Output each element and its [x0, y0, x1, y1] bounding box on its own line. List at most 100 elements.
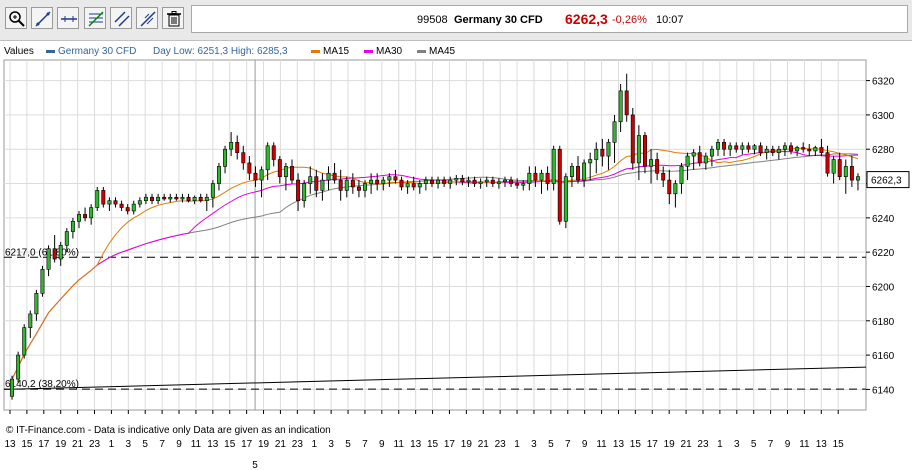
- candle-up: [843, 166, 848, 177]
- legend-ma45: MA45: [417, 46, 455, 57]
- x-tick-label: 3: [328, 439, 334, 450]
- candle-up: [740, 145, 745, 150]
- candle-up: [417, 183, 422, 188]
- candle-down: [515, 183, 520, 186]
- candle-up: [344, 179, 349, 191]
- candle-up: [527, 172, 532, 184]
- candle-down: [253, 172, 258, 181]
- candle-down: [52, 248, 57, 260]
- candle-down: [746, 145, 751, 150]
- candle-down: [399, 179, 404, 188]
- candle-up: [673, 183, 678, 195]
- instrument-code: 99508: [417, 14, 448, 26]
- candle-up: [813, 147, 818, 152]
- x-tick-label: 7: [159, 439, 165, 450]
- trend-channel-icon[interactable]: [110, 7, 132, 29]
- toolbar: 99508 Germany 30 CFD 6262,3 -0,26% 10:07: [0, 0, 912, 41]
- x-tick-label: 1: [311, 439, 317, 450]
- candle-up: [46, 248, 51, 270]
- candle-up: [137, 200, 142, 205]
- legend-day-range: Day Low: 6251,3 High: 6285,3: [153, 46, 288, 57]
- x-tick-label: 15: [21, 439, 33, 450]
- fibonacci-icon[interactable]: [84, 7, 106, 29]
- candle-down: [247, 162, 252, 174]
- x-tick-label: 9: [582, 439, 588, 450]
- candle-down: [490, 179, 495, 184]
- x-tick-label: 15: [630, 439, 642, 450]
- x-tick-label: 13: [4, 439, 16, 450]
- candle-up: [204, 196, 209, 201]
- x-tick-label: 17: [38, 439, 50, 450]
- x-tick-label: 9: [379, 439, 385, 450]
- candle-up: [563, 176, 568, 222]
- candle-down: [338, 179, 343, 191]
- parallel-lines-icon[interactable]: [136, 7, 158, 29]
- candle-up: [588, 159, 593, 164]
- candle-up: [192, 196, 197, 201]
- y-tick-label: 6280: [872, 145, 895, 156]
- plot-area: [3, 59, 867, 411]
- candle-down: [150, 196, 154, 201]
- candle-up: [16, 354, 21, 380]
- x-tick-label: 23: [697, 439, 709, 450]
- candle-up: [64, 231, 69, 246]
- candle-down: [101, 190, 106, 205]
- candle-up: [716, 142, 720, 150]
- candle-up: [478, 181, 483, 184]
- candle-up: [283, 166, 288, 177]
- candle-up: [40, 269, 45, 294]
- candle-up: [454, 178, 459, 181]
- horizontal-line-icon[interactable]: [57, 7, 79, 29]
- zoom-in-icon[interactable]: [5, 7, 27, 29]
- trash-icon[interactable]: [162, 7, 184, 29]
- draw-line-icon[interactable]: [31, 7, 53, 29]
- candle-up: [728, 145, 733, 150]
- x-tick-label: 13: [410, 439, 422, 450]
- candle-up: [521, 183, 526, 186]
- legend-series: Germany 30 CFD: [46, 46, 136, 57]
- candle-up: [156, 196, 161, 201]
- candle-down: [819, 147, 824, 153]
- candle-down: [356, 186, 361, 191]
- candle-up: [709, 148, 714, 157]
- candle-up: [703, 155, 708, 164]
- candle-down: [697, 152, 702, 164]
- candle-up: [436, 179, 441, 184]
- candle-up: [649, 159, 654, 167]
- candle-up: [210, 183, 215, 198]
- candle-up: [679, 166, 684, 184]
- candle-down: [722, 142, 727, 150]
- candle-up: [405, 183, 410, 188]
- candle-up: [448, 179, 453, 184]
- candle-up: [308, 176, 313, 184]
- candle-up: [381, 179, 386, 184]
- ma15-line: [11, 147, 859, 380]
- quote-time: 10:07: [656, 14, 684, 26]
- candle-up: [539, 172, 544, 181]
- x-tick-label: 19: [258, 439, 270, 450]
- candle-up: [363, 183, 367, 191]
- candle-down: [600, 148, 605, 157]
- x-tick-label: 9: [785, 439, 791, 450]
- candle-down: [801, 147, 806, 150]
- candle-up: [216, 166, 221, 184]
- legend-ma15: MA15: [311, 46, 349, 57]
- candle-up: [58, 244, 63, 260]
- legend-ma15-label: MA15: [323, 46, 350, 57]
- y-tick-label: 6240: [872, 214, 895, 225]
- candle-up: [10, 378, 15, 397]
- candle-up: [496, 181, 501, 184]
- y-tick-label: 6140: [872, 385, 895, 396]
- candle-down: [162, 196, 167, 200]
- y-tick-label: 6220: [872, 248, 895, 259]
- candle-down: [576, 166, 580, 181]
- candle-down: [642, 135, 647, 167]
- candle-down: [533, 172, 538, 181]
- y-tick-label: 6200: [872, 282, 895, 293]
- candle-down: [277, 159, 282, 177]
- candle-up: [95, 190, 100, 208]
- x-tick-label: 15: [833, 439, 845, 450]
- candle-up: [180, 196, 185, 200]
- x-tick-label: 21: [275, 439, 287, 450]
